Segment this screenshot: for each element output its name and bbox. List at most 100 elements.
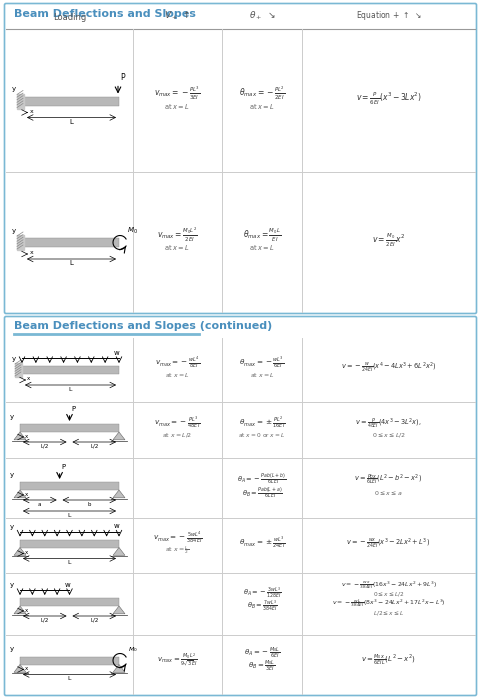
Text: $v=\frac{P}{48EI}(4x^3-3L^2x),$: $v=\frac{P}{48EI}(4x^3-3L^2x),$ (354, 417, 421, 431)
Text: $v_{max}=\frac{M_0L^2}{9\sqrt{3}EI}$: $v_{max}=\frac{M_0L^2}{9\sqrt{3}EI}$ (157, 652, 197, 669)
Text: y: y (10, 414, 14, 420)
FancyBboxPatch shape (4, 316, 476, 696)
Bar (20, 482, 119, 490)
Text: P: P (120, 74, 124, 83)
Bar (17, 235, 24, 250)
Text: L: L (68, 561, 71, 566)
Bar (20, 540, 119, 547)
FancyBboxPatch shape (4, 4, 476, 314)
Text: L: L (68, 676, 71, 682)
Text: $v=-\frac{w}{24EI}(x^4-4Lx^3+6L^2x^2)$: $v=-\frac{w}{24EI}(x^4-4Lx^3+6L^2x^2)$ (340, 361, 435, 375)
Bar (20, 598, 119, 606)
Text: y: y (12, 87, 16, 92)
Bar (24, 97, 119, 106)
Text: a: a (38, 502, 41, 507)
Text: L/2: L/2 (90, 444, 98, 449)
Text: $\theta_B=\frac{M_0L}{3EI}$: $\theta_B=\frac{M_0L}{3EI}$ (248, 659, 276, 674)
Text: w: w (114, 524, 120, 529)
Bar (24, 238, 119, 247)
Text: x: x (25, 433, 28, 438)
Text: y: y (10, 472, 14, 478)
Text: at $x=L$: at $x=L$ (249, 371, 274, 379)
Text: L: L (69, 387, 72, 392)
Text: $v=\frac{M_0x}{6EIL}(L^2-x^2)$: $v=\frac{M_0x}{6EIL}(L^2-x^2)$ (360, 653, 415, 668)
Text: $0\leq x\leq L/2$: $0\leq x\leq L/2$ (371, 431, 405, 439)
Text: x: x (30, 109, 34, 114)
Text: $\theta_{max}=\pm\frac{wL^3}{24EI}$: $\theta_{max}=\pm\frac{wL^3}{24EI}$ (238, 536, 285, 551)
Bar (20, 424, 119, 432)
Polygon shape (14, 664, 26, 672)
Text: L/2: L/2 (40, 444, 49, 449)
Polygon shape (14, 490, 26, 498)
Text: $\theta_+\ \searrow$: $\theta_+\ \searrow$ (248, 10, 275, 22)
Text: Beam Deflections and Slopes: Beam Deflections and Slopes (14, 9, 195, 19)
Text: y: y (12, 356, 16, 362)
Text: y: y (10, 524, 14, 529)
Text: $v_{max}=-\frac{wL^4}{8EI}$: $v_{max}=-\frac{wL^4}{8EI}$ (155, 356, 200, 370)
Text: $\theta_{max}=-\frac{wL^3}{6EI}$: $\theta_{max}=-\frac{wL^3}{6EI}$ (239, 356, 284, 370)
Text: $\theta_{max}=-\frac{PL^2}{2EI}$: $\theta_{max}=-\frac{PL^2}{2EI}$ (238, 85, 285, 102)
Text: $v=\frac{M_0}{2EI}x^2$: $v=\frac{M_0}{2EI}x^2$ (371, 232, 404, 248)
Text: at $x=L$: at $x=L$ (165, 371, 190, 379)
Text: x: x (25, 491, 28, 496)
Text: $v_{max}=-\frac{PL^3}{48EI}$: $v_{max}=-\frac{PL^3}{48EI}$ (154, 415, 200, 430)
Text: L/2: L/2 (40, 618, 49, 623)
Text: $L/2\leq x\leq L$: $L/2\leq x\leq L$ (372, 609, 404, 617)
Polygon shape (113, 664, 125, 672)
Text: $v=-\frac{wx}{24EI}(x^3-2Lx^2+L^3)$: $v=-\frac{wx}{24EI}(x^3-2Lx^2+L^3)$ (346, 536, 430, 550)
Text: $M_0$: $M_0$ (128, 645, 138, 654)
Text: $v=\frac{P}{6EI}(x^3-3Lx^2)$: $v=\frac{P}{6EI}(x^3-3Lx^2)$ (355, 90, 420, 106)
Text: at $x=L$: at $x=L$ (249, 102, 275, 111)
Text: $v_{max}=-\frac{PL^3}{3EI}$: $v_{max}=-\frac{PL^3}{3EI}$ (154, 85, 200, 102)
Polygon shape (113, 490, 125, 498)
Text: x: x (25, 666, 28, 671)
Text: $v=-\frac{wL}{384EI}(8x^3-24Lx^2+17L^2x-L^3)$: $v=-\frac{wL}{384EI}(8x^3-24Lx^2+17L^2x-… (331, 597, 444, 609)
Text: P: P (72, 406, 75, 412)
Text: $V_+\ \uparrow$: $V_+\ \uparrow$ (164, 10, 191, 22)
Text: L: L (70, 118, 73, 125)
Text: $v=\frac{Pbx}{6LEI}(L^2-b^2-x^2)$: $v=\frac{Pbx}{6LEI}(L^2-b^2-x^2)$ (354, 473, 421, 487)
Text: w: w (114, 350, 120, 356)
Text: at $x=L$: at $x=L$ (164, 244, 190, 253)
Text: L: L (70, 260, 73, 266)
Text: w: w (64, 582, 70, 588)
Text: y: y (10, 582, 14, 588)
Text: $\theta_A=-\frac{M_0L}{6EI}$: $\theta_A=-\frac{M_0L}{6EI}$ (243, 646, 279, 661)
Text: at $x=\frac{L}{2}$: at $x=\frac{L}{2}$ (165, 545, 189, 556)
Polygon shape (14, 547, 26, 555)
Text: y: y (12, 228, 16, 234)
Polygon shape (14, 432, 26, 440)
Text: P: P (61, 464, 66, 470)
Text: $v_{max}=-\frac{5wL^4}{384EI}$: $v_{max}=-\frac{5wL^4}{384EI}$ (152, 531, 202, 546)
Text: L: L (68, 513, 71, 518)
Text: at $x=L$: at $x=L$ (249, 244, 275, 253)
Text: $0\leq x\leq L/2$: $0\leq x\leq L/2$ (372, 590, 404, 598)
Bar (20, 657, 119, 664)
Polygon shape (14, 606, 26, 614)
Text: $v=-\frac{wx}{384EI}(16x^3-24Lx^2+9L^3)$: $v=-\frac{wx}{384EI}(16x^3-24Lx^2+9L^3)$ (340, 580, 435, 591)
Text: x: x (25, 608, 28, 612)
Text: $M_0$: $M_0$ (127, 225, 138, 235)
Text: $0\leq x\leq a$: $0\leq x\leq a$ (373, 489, 402, 497)
Polygon shape (113, 432, 125, 440)
Text: $v_{max}=\frac{M_0L^2}{2EI}$: $v_{max}=\frac{M_0L^2}{2EI}$ (156, 226, 198, 244)
Text: at $x=L$: at $x=L$ (164, 102, 190, 111)
Text: Beam Deflections and Slopes (continued): Beam Deflections and Slopes (continued) (14, 321, 272, 331)
Bar (17, 94, 24, 108)
Bar (22, 366, 119, 374)
Text: y: y (10, 647, 14, 652)
Text: at $x=0$ or $x=L$: at $x=0$ or $x=L$ (238, 431, 285, 439)
Text: x: x (25, 550, 28, 555)
Text: $\theta_A=-\frac{3wL^3}{128EI}$: $\theta_A=-\frac{3wL^3}{128EI}$ (242, 585, 281, 601)
Text: L/2: L/2 (90, 618, 98, 623)
Polygon shape (113, 606, 125, 614)
Text: x: x (27, 377, 30, 382)
Bar (15, 363, 22, 377)
Text: at $x=L/2$: at $x=L/2$ (162, 431, 192, 439)
Text: Equation + $\uparrow\ \searrow$: Equation + $\uparrow\ \searrow$ (355, 10, 420, 22)
Text: Loading: Loading (53, 13, 86, 22)
Polygon shape (113, 547, 125, 555)
Text: $\theta_B=\frac{7wL^3}{384EI}$: $\theta_B=\frac{7wL^3}{384EI}$ (246, 598, 277, 613)
Text: b: b (87, 502, 91, 507)
Text: x: x (30, 251, 34, 256)
